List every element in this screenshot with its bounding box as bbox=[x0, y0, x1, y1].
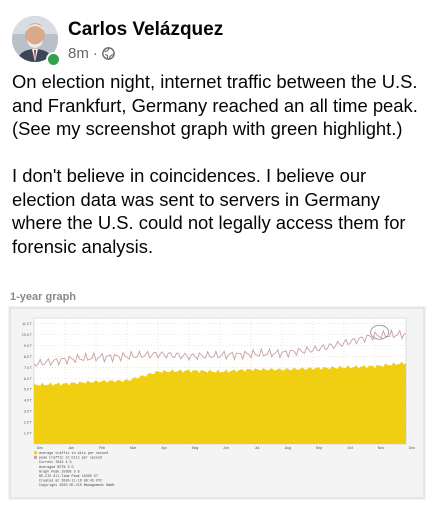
post-paragraph: I don't believe in coincidences. I belie… bbox=[12, 165, 406, 257]
x-tick-label: Jan bbox=[68, 446, 74, 450]
meta-separator: · bbox=[92, 45, 98, 62]
traffic-chart: 1.0 T 2.0 T 3.0 T 4.0 T 5.0 T 6.0 T 7.0 T 8.0 T… bbox=[8, 306, 426, 500]
post-body: On election night, internet traffic betw… bbox=[12, 70, 424, 282]
x-tick-label: Mar bbox=[130, 446, 137, 450]
author-name[interactable]: Carlos Velázquez bbox=[68, 19, 224, 40]
y-tick-label: 6.0 T bbox=[24, 377, 33, 381]
legend-swatch bbox=[34, 455, 37, 459]
y-tick-label: 7.0 T bbox=[24, 366, 33, 370]
x-tick-label: Aug bbox=[285, 446, 291, 450]
x-tick-label: Apr bbox=[161, 446, 167, 450]
globe-icon[interactable] bbox=[102, 47, 115, 60]
chart-frame bbox=[9, 307, 425, 499]
x-tick-label: Jun bbox=[223, 446, 229, 450]
x-tick-label: Feb bbox=[99, 446, 105, 450]
y-tick-label: 3.0 T bbox=[24, 410, 33, 414]
x-tick-label: Dec bbox=[409, 446, 416, 450]
y-tick-label: 5.0 T bbox=[24, 388, 33, 392]
post-paragraph: On election night, internet traffic betw… bbox=[12, 71, 418, 139]
x-tick-label: Oct bbox=[347, 446, 353, 450]
legend-line: Copyright 2020 DE-CIX Management GmbH bbox=[39, 483, 114, 488]
x-tick-label: Dec bbox=[37, 446, 44, 450]
legend-line: DE-CIX All-Time Peak 10305 5T bbox=[39, 474, 98, 479]
x-tick-label: Jul bbox=[255, 446, 260, 450]
avatar[interactable] bbox=[12, 16, 58, 62]
post-meta: 8m · bbox=[68, 45, 115, 62]
x-tick-label: Sep bbox=[316, 446, 322, 450]
post-header: Carlos Velázquez 8m · bbox=[12, 14, 422, 67]
x-tick-label: May bbox=[192, 446, 199, 450]
graph-image[interactable]: 1.0 T 2.0 T 3.0 T 4.0 T 5.0 T 6.0 T 7.0 T 8.0 T… bbox=[8, 306, 426, 500]
post-time[interactable]: 8m bbox=[68, 45, 89, 62]
legend-line: Current 7843 4 G bbox=[39, 460, 72, 465]
series-line-peak bbox=[33, 328, 407, 367]
x-tick-label: Nov bbox=[378, 446, 385, 450]
y-tick-label: 1.0 T bbox=[24, 432, 33, 436]
peak-highlight-circle bbox=[370, 324, 390, 340]
y-tick-label: 2.0 T bbox=[24, 421, 33, 425]
y-tick-label: 11.0 T bbox=[22, 322, 33, 326]
y-axis: 1.0 T 2.0 T 3.0 T 4.0 T 5.0 T 6.0 T 7.0 T 8.0 T… bbox=[22, 322, 33, 436]
legend-swatch bbox=[34, 451, 37, 455]
x-axis: Dec Jan Feb Mar Apr May Jun Jul Aug Sep Oct Nov Dec bbox=[37, 446, 416, 450]
y-tick-label: 4.0 T bbox=[24, 399, 33, 403]
legend-line: Graph Peak 10305 5 G bbox=[39, 469, 80, 474]
legend-line: Created at 2020-11-16 09:43 UTC bbox=[39, 479, 102, 484]
legend-line: average traffic in bits per second bbox=[39, 451, 108, 456]
y-tick-label: 10.0 T bbox=[22, 333, 33, 337]
graph-title: 1-year graph bbox=[10, 291, 77, 303]
series-area-average bbox=[34, 361, 406, 444]
legend-line: Averaged 85T% 3 G bbox=[39, 465, 74, 470]
avatar-image bbox=[12, 16, 58, 62]
online-status-dot bbox=[46, 52, 61, 67]
legend-line: peak traffic in bits per second bbox=[39, 456, 102, 461]
y-tick-label: 9.0 T bbox=[24, 344, 33, 348]
y-tick-label: 8.0 T bbox=[24, 355, 33, 359]
